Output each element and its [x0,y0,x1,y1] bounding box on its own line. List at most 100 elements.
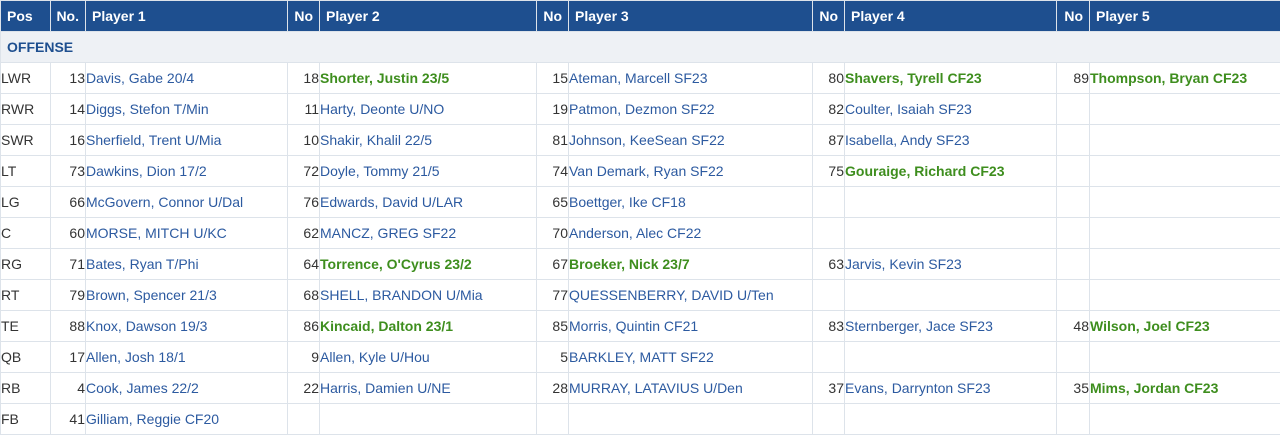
player-cell: Gouraige, Richard CF23 [844,155,1057,187]
player-cell: Cook, James 22/2 [85,372,288,404]
jersey-number-cell: 9 [287,341,320,373]
header-row: Pos No. Player 1 No Player 2 No Player 3… [0,0,1280,32]
player-link[interactable]: Harris, Damien U/NE [320,380,451,396]
player-link[interactable]: BARKLEY, MATT SF22 [569,349,714,365]
player-cell: Van Demark, Ryan SF22 [568,155,813,187]
jersey-number-cell: 28 [536,372,569,404]
jersey-number-cell [1056,279,1090,311]
player-cell: Knox, Dawson 19/3 [85,310,288,342]
player-cell: Shorter, Justin 23/5 [319,62,537,94]
player-cell: Harris, Damien U/NE [319,372,537,404]
player-link[interactable]: Mims, Jordan CF23 [1090,380,1219,396]
jersey-number-cell: 19 [536,93,569,125]
player-cell: MANCZ, GREG SF22 [319,217,537,249]
player-link[interactable]: Johnson, KeeSean SF22 [569,132,725,148]
player-link[interactable]: Sherfield, Trent U/Mia [86,132,222,148]
header-pos: Pos [0,0,51,32]
header-player-2: Player 2 [319,0,537,32]
header-player-5: Player 5 [1089,0,1280,32]
player-link[interactable]: Gilliam, Reggie CF20 [86,411,220,427]
position-cell: LT [0,155,51,187]
player-cell: Allen, Kyle U/Hou [319,341,537,373]
jersey-number-cell [1056,186,1090,218]
jersey-number-cell [812,217,845,249]
player-link[interactable]: Evans, Darrynton SF23 [845,380,991,396]
player-link[interactable]: Isabella, Andy SF23 [845,132,970,148]
player-cell: Torrence, O'Cyrus 23/2 [319,248,537,280]
player-link[interactable]: Van Demark, Ryan SF22 [569,163,724,179]
jersey-number-cell: 65 [536,186,569,218]
player-cell: Dawkins, Dion 17/2 [85,155,288,187]
player-link[interactable]: Davis, Gabe 20/4 [86,70,195,86]
player-link[interactable]: Doyle, Tommy 21/5 [320,163,440,179]
player-link[interactable]: Anderson, Alec CF22 [569,225,702,241]
player-link[interactable]: Shakir, Khalil 22/5 [320,132,433,148]
player-cell: Allen, Josh 18/1 [85,341,288,373]
player-link[interactable]: Allen, Kyle U/Hou [320,349,430,365]
player-link[interactable]: Knox, Dawson 19/3 [86,318,208,334]
player-link[interactable]: Diggs, Stefon T/Min [86,101,209,117]
jersey-number-cell: 14 [50,93,86,125]
player-link[interactable]: Dawkins, Dion 17/2 [86,163,207,179]
jersey-number-cell: 66 [50,186,86,218]
player-link[interactable]: Harty, Deonte U/NO [320,101,445,117]
player-cell [1089,341,1280,373]
player-link[interactable]: Jarvis, Kevin SF23 [845,256,962,272]
player-cell: Gilliam, Reggie CF20 [85,403,288,435]
player-link[interactable]: SHELL, BRANDON U/Mia [320,287,483,303]
header-no: No [287,0,320,32]
header-player-4: Player 4 [844,0,1057,32]
player-cell: Jarvis, Kevin SF23 [844,248,1057,280]
player-link[interactable]: Shavers, Tyrell CF23 [845,70,982,86]
header-player-3: Player 3 [568,0,813,32]
player-link[interactable]: Allen, Josh 18/1 [86,349,186,365]
player-cell [1089,124,1280,156]
player-link[interactable]: Gouraige, Richard CF23 [845,163,1005,179]
player-link[interactable]: Morris, Quintin CF21 [569,318,699,334]
jersey-number-cell [1056,248,1090,280]
player-link[interactable]: Edwards, David U/LAR [320,194,464,210]
jersey-number-cell: 87 [812,124,845,156]
player-link[interactable]: MANCZ, GREG SF22 [320,225,457,241]
jersey-number-cell: 86 [287,310,320,342]
player-link[interactable]: Torrence, O'Cyrus 23/2 [320,256,472,272]
jersey-number-cell: 81 [536,124,569,156]
player-link[interactable]: Broeker, Nick 23/7 [569,256,690,272]
player-link[interactable]: Brown, Spencer 21/3 [86,287,217,303]
table-row: QB 17 Allen, Josh 18/1 9 Allen, Kyle U/Hou 5 B… [0,341,1280,373]
jersey-number-cell: 68 [287,279,320,311]
table-row: LWR 13 Davis, Gabe 20/4 18 Shorter, Justin 2… [0,62,1280,94]
player-link[interactable]: Cook, James 22/2 [86,380,199,396]
jersey-number-cell: 22 [287,372,320,404]
player-link[interactable]: Wilson, Joel CF23 [1090,318,1210,334]
jersey-number-cell: 83 [812,310,845,342]
header-player-1: Player 1 [85,0,288,32]
jersey-number-cell: 10 [287,124,320,156]
player-link[interactable]: Shorter, Justin 23/5 [320,70,450,86]
section-label: OFFENSE [0,31,1280,63]
player-cell: Wilson, Joel CF23 [1089,310,1280,342]
table-row: FB 41 Gilliam, Reggie CF20 [0,403,1280,435]
jersey-number-cell: 72 [287,155,320,187]
jersey-number-cell: 13 [50,62,86,94]
player-link[interactable]: MORSE, MITCH U/KC [86,225,227,241]
player-link[interactable]: MURRAY, LATAVIUS U/Den [569,380,743,396]
player-link[interactable]: Thompson, Bryan CF23 [1090,70,1248,86]
player-link[interactable]: Coulter, Isaiah SF23 [845,101,972,117]
player-link[interactable]: Ateman, Marcell SF23 [569,70,708,86]
position-cell: RB [0,372,51,404]
table-row: LT 73 Dawkins, Dion 17/2 72 Doyle, Tommy 21/… [0,155,1280,187]
player-link[interactable]: Bates, Ryan T/Phi [86,256,199,272]
player-link[interactable]: Kincaid, Dalton 23/1 [320,318,454,334]
player-cell: Morris, Quintin CF21 [568,310,813,342]
jersey-number-cell: 77 [536,279,569,311]
jersey-number-cell: 4 [50,372,86,404]
player-link[interactable]: Boettger, Ike CF18 [569,194,686,210]
section-row-offense: OFFENSE [0,31,1280,63]
player-link[interactable]: McGovern, Connor U/Dal [86,194,244,210]
player-link[interactable]: QUESSENBERRY, DAVID U/Ten [569,287,774,303]
player-link[interactable]: Patmon, Dezmon SF22 [569,101,715,117]
player-cell: MURRAY, LATAVIUS U/Den [568,372,813,404]
player-cell [1089,403,1280,435]
player-link[interactable]: Sternberger, Jace SF23 [845,318,993,334]
